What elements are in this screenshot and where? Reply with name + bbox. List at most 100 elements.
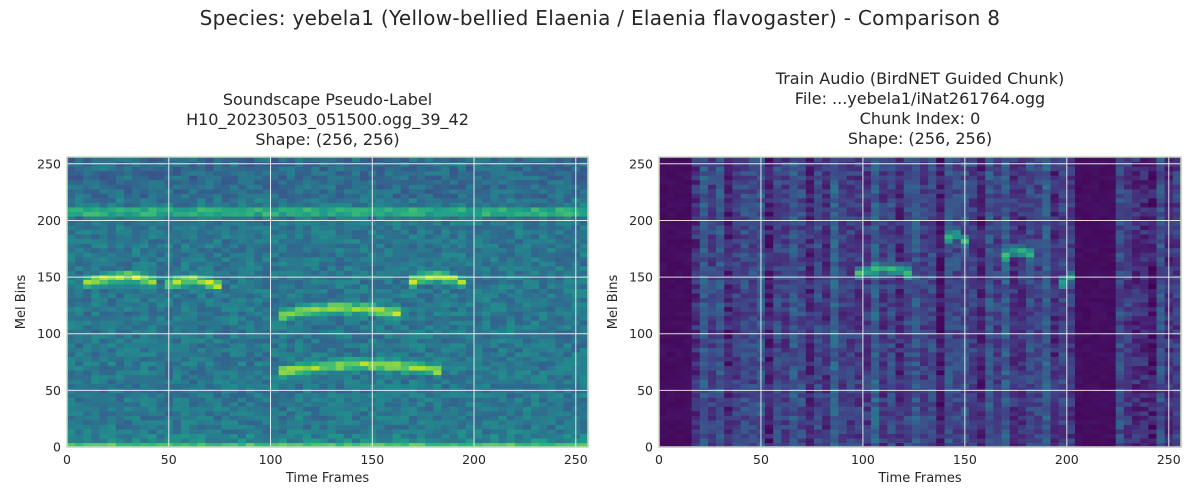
heatmap-cell — [197, 179, 206, 185]
heatmap-cell — [229, 206, 239, 212]
heatmap-cell — [683, 401, 693, 407]
heatmap-cell — [691, 197, 701, 203]
heatmap-cell — [221, 197, 231, 203]
heatmap-cell — [732, 252, 742, 258]
heatmap-cell — [237, 433, 247, 439]
heatmap-cell — [197, 292, 206, 299]
heatmap-cell — [254, 333, 263, 339]
heatmap-cell — [740, 302, 750, 308]
heatmap-cell — [270, 224, 280, 231]
heatmap-cell — [675, 175, 685, 181]
heatmap-cell — [724, 270, 734, 276]
heatmap-cell — [691, 265, 701, 271]
heatmap-cell — [67, 302, 76, 308]
heatmap-cell — [732, 320, 742, 326]
heatmap-cell — [270, 320, 280, 326]
heatmap-cell — [180, 288, 190, 294]
heatmap-cell — [172, 247, 182, 253]
heatmap-cell — [707, 302, 717, 308]
heatmap-cell — [262, 302, 272, 308]
heatmap-cell — [83, 369, 93, 376]
heatmap-cell — [221, 188, 231, 194]
heatmap-cell — [213, 224, 223, 231]
heatmap-cell — [699, 265, 709, 271]
heatmap-cell — [246, 311, 255, 317]
heatmap-cell — [707, 224, 717, 231]
heatmap-cell — [115, 433, 125, 439]
heatmap-cell — [91, 166, 101, 172]
heatmap-cell — [699, 184, 709, 190]
heatmap-cell — [107, 383, 117, 389]
heatmap-cell — [189, 193, 198, 199]
heatmap-cell — [254, 252, 263, 258]
heatmap-cell — [172, 419, 182, 425]
heatmap-cell — [91, 243, 101, 249]
heatmap-cell — [724, 256, 734, 262]
heatmap-cell — [99, 302, 109, 308]
heatmap-cell — [213, 347, 223, 353]
heatmap-cell — [229, 306, 239, 312]
heatmap-cell — [205, 224, 215, 231]
heatmap-cell — [132, 166, 141, 172]
heatmap-cell — [229, 424, 239, 430]
heatmap-cell — [115, 288, 125, 294]
heatmap-cell — [707, 320, 717, 326]
heatmap-cell — [229, 288, 239, 294]
heatmap-cell — [724, 252, 734, 258]
heatmap-cell — [123, 437, 133, 444]
heatmap-cell — [91, 347, 101, 353]
heatmap-cell — [172, 265, 182, 271]
heatmap-cell — [724, 206, 734, 212]
heatmap-cell — [115, 392, 125, 398]
heatmap-cell — [75, 397, 84, 403]
heatmap-cell — [189, 288, 198, 294]
heatmap-cell — [740, 428, 750, 435]
heatmap-cell — [691, 351, 701, 357]
heatmap-cell — [189, 234, 198, 240]
heatmap-cell — [91, 247, 101, 253]
heatmap-cell — [659, 184, 668, 190]
heatmap-cell — [707, 424, 717, 430]
heatmap-cell — [205, 243, 215, 249]
heatmap-cell — [229, 243, 239, 249]
heatmap-cell — [107, 351, 117, 357]
heatmap-cell — [189, 270, 198, 276]
heatmap-cell — [67, 224, 76, 231]
heatmap-cell — [675, 410, 685, 416]
heatmap-cell — [246, 342, 255, 348]
heatmap-cell — [667, 175, 676, 181]
heatmap-cell — [724, 365, 734, 371]
heatmap-cell — [667, 220, 676, 226]
heatmap-cell — [180, 424, 190, 430]
heatmap-cell — [270, 415, 280, 421]
heatmap-cell — [237, 351, 247, 357]
heatmap-cell — [707, 406, 717, 412]
heatmap-cell — [659, 283, 668, 290]
panel-1-title-line-3: Shape: (256, 256) — [255, 130, 400, 149]
heatmap-cell — [140, 234, 150, 240]
heatmap-cell — [262, 224, 272, 231]
heatmap-cell — [107, 424, 117, 430]
heatmap-cell — [83, 215, 93, 222]
heatmap-cell — [229, 252, 239, 258]
heatmap-cell — [724, 415, 734, 421]
heatmap-cell — [213, 342, 223, 348]
heatmap-cell — [83, 392, 93, 398]
heatmap-cell — [675, 392, 685, 398]
heatmap-cell — [172, 175, 182, 181]
heatmap-cell — [99, 324, 109, 330]
heatmap-cell — [99, 206, 109, 212]
heatmap-cell — [99, 202, 109, 208]
heatmap-cell — [197, 270, 206, 276]
heatmap-cell — [691, 347, 701, 353]
heatmap-cell — [270, 261, 280, 267]
heatmap-cell — [659, 392, 668, 398]
heatmap-cell — [748, 193, 758, 199]
heatmap-cell — [667, 193, 676, 199]
heatmap-cell — [675, 428, 685, 435]
heatmap-cell — [172, 202, 182, 208]
heatmap-cell — [221, 410, 231, 416]
heatmap-cell — [172, 369, 182, 376]
heatmap-cell — [732, 283, 742, 290]
